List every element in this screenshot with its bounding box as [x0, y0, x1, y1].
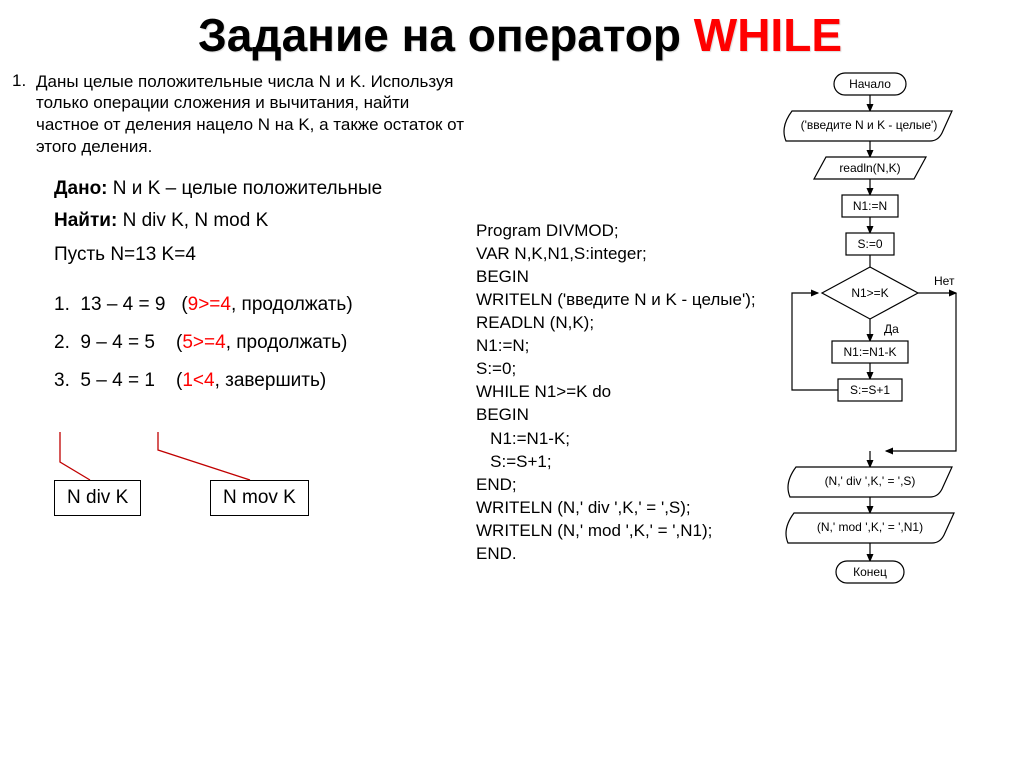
code-line: S:=0; [476, 357, 756, 380]
code-line: S:=S+1; [476, 450, 756, 473]
step-lhs: 13 – 4 = 9 [80, 294, 165, 315]
step-n: 1. [54, 294, 70, 315]
code-line: BEGIN [476, 265, 756, 288]
find-line: Найти: N div K, N mod K [54, 210, 476, 232]
given-line: Дано: N и K – целые положительные [54, 178, 476, 200]
fc-prompt: ('введите N и K - целые') [800, 118, 937, 132]
code-line: WRITELN ('введите N и K - целые'); [476, 288, 756, 311]
flowchart-column: Начало ('введите N и K - целые') readln(… [756, 71, 978, 716]
callout-div: N div K [54, 480, 141, 516]
given-text: N и K – целые положительные [113, 178, 382, 199]
step-n: 3. [54, 370, 70, 391]
fc-s0: S:=0 [857, 237, 882, 251]
code-line: BEGIN [476, 403, 756, 426]
slide: Задание на оператор WHILE 1. Даны целые … [0, 0, 1024, 768]
step-cond: 9>=4 [188, 294, 231, 315]
fc-yes: Да [884, 322, 899, 336]
code-line: WRITELN (N,' mod ',K,' = ',N1); [476, 519, 756, 542]
step-1: 1. 13 – 4 = 9 (9>=4, продолжать) [54, 294, 476, 316]
fc-end: Конец [853, 565, 887, 579]
task-number: 1. [12, 71, 26, 91]
fc-no: Нет [934, 274, 955, 288]
flowchart-svg: Начало ('введите N и K - целые') readln(… [756, 71, 978, 711]
fc-n1: N1:=N [852, 199, 886, 213]
title-keyword: WHILE [694, 9, 842, 61]
content-row: 1. Даны целые положительные числа N и K.… [36, 71, 1004, 716]
fc-start: Начало [849, 77, 891, 91]
code-line: VAR N,K,N1,S:integer; [476, 242, 756, 265]
find-text: N div K, N mod K [123, 210, 269, 231]
find-label: Найти: [54, 210, 117, 231]
title-prefix: Задание на оператор [198, 9, 694, 61]
slide-title: Задание на оператор WHILE [36, 10, 1004, 61]
fc-read: readln(N,K) [839, 161, 900, 175]
task-text: Даны целые положительные числа N и K. Ис… [36, 71, 476, 158]
step-paren-close: , продолжать) [226, 332, 348, 353]
program-listing: Program DIVMOD; VAR N,K,N1,S:integer; BE… [476, 71, 756, 566]
steps-block: 1. 13 – 4 = 9 (9>=4, продолжать) 2. 9 – … [54, 294, 476, 532]
callout-mod: N mov K [210, 480, 309, 516]
step-paren-close: , продолжать) [231, 294, 353, 315]
code-line: READLN (N,K); [476, 311, 756, 334]
step-lhs: 9 – 4 = 5 [80, 332, 154, 353]
code-line: N1:=N1-K; [476, 427, 756, 450]
fc-cond: N1>=K [851, 286, 888, 300]
step-n: 2. [54, 332, 70, 353]
code-line: WRITELN (N,' div ',K,' = ',S); [476, 496, 756, 519]
callout-connectors [54, 432, 494, 692]
step-3: 3. 5 – 4 = 1 (1<4, завершить) [54, 370, 476, 392]
let-line: Пусть N=13 K=4 [54, 244, 476, 266]
fc-out2: (N,' mod ',K,' = ',N1) [817, 520, 923, 534]
step-2: 2. 9 – 4 = 5 (5>=4, продолжать) [54, 332, 476, 354]
code-line: N1:=N; [476, 334, 756, 357]
step-lhs: 5 – 4 = 1 [80, 370, 154, 391]
code-line: WHILE N1>=K do [476, 380, 756, 403]
step-cond: 5>=4 [182, 332, 225, 353]
callouts: N div K N mov K [54, 432, 476, 532]
code-line: END. [476, 542, 756, 565]
step-paren-close: , завершить) [215, 370, 327, 391]
code-line: Program DIVMOD; [476, 219, 756, 242]
step-cond: 1<4 [182, 370, 214, 391]
given-label: Дано: [54, 178, 108, 199]
fc-b2: S:=S+1 [850, 383, 890, 397]
left-column: 1. Даны целые положительные числа N и K.… [36, 71, 476, 532]
fc-out1: (N,' div ',K,' = ',S) [824, 474, 915, 488]
code-line: END; [476, 473, 756, 496]
fc-b1: N1:=N1-K [843, 345, 896, 359]
